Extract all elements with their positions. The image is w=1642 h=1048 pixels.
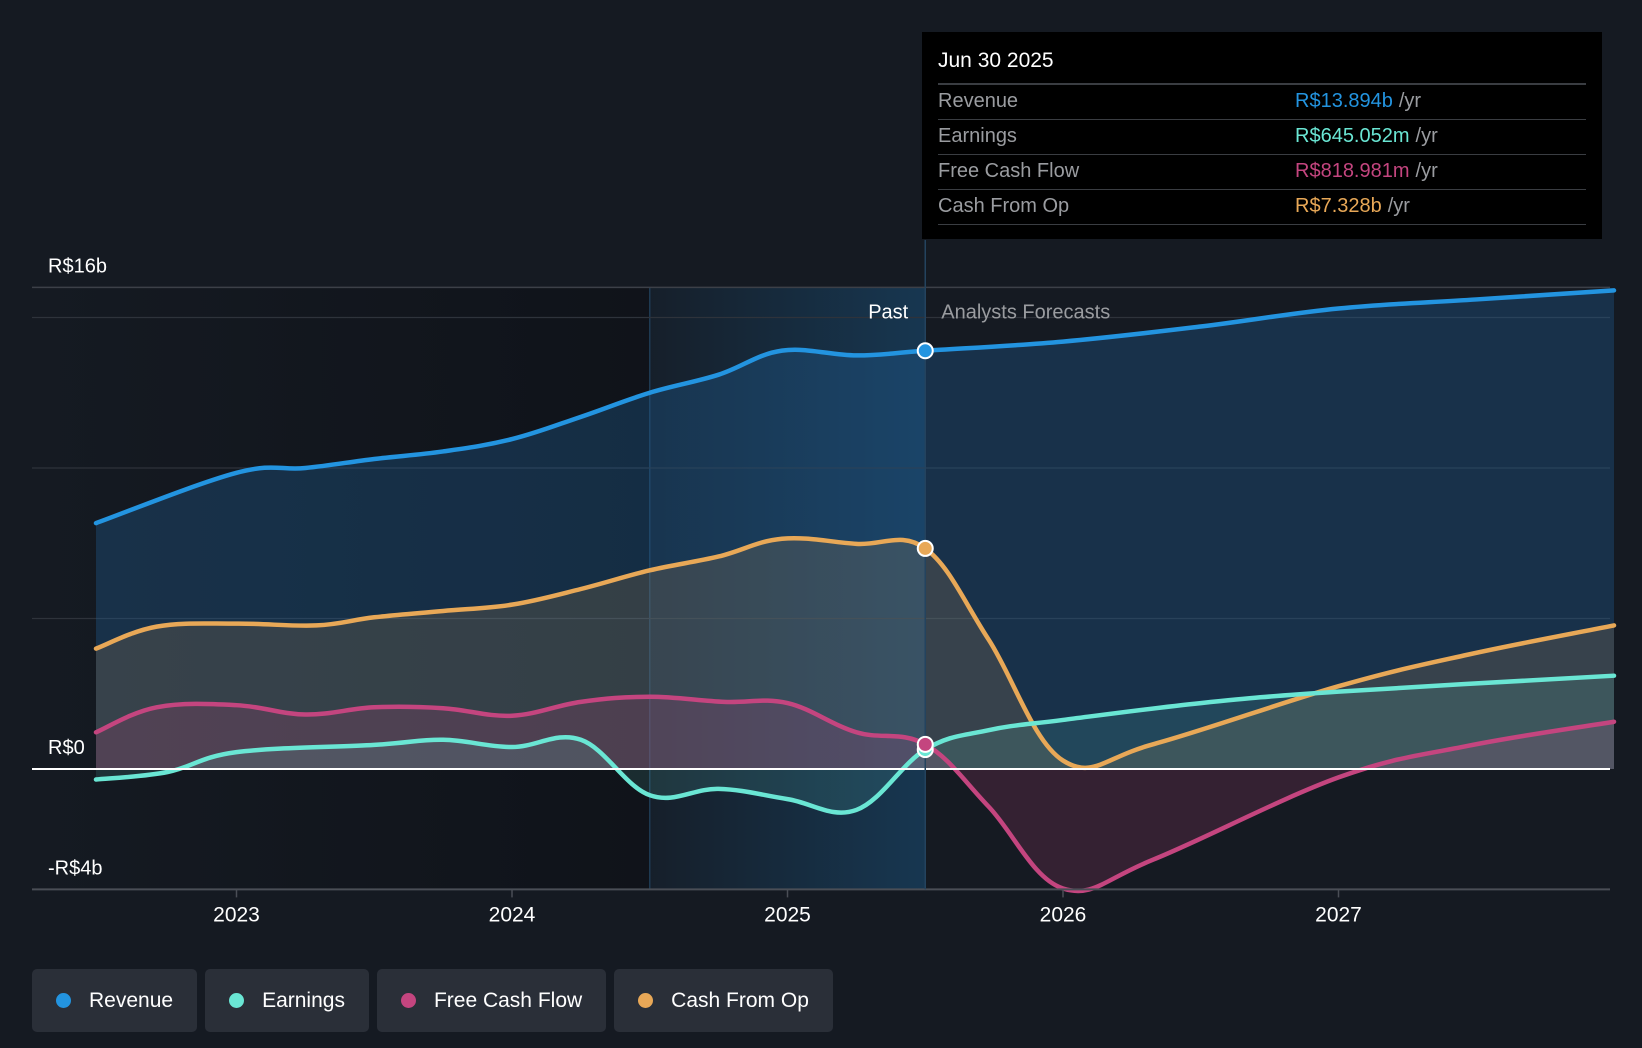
y-tick-label: R$0 bbox=[48, 737, 85, 759]
revenue-area bbox=[96, 290, 1615, 769]
forecast-label: Analysts Forecasts bbox=[941, 302, 1110, 324]
legend-label: Cash From Op bbox=[671, 988, 809, 1012]
cash-from-op-dot-icon bbox=[638, 993, 654, 1008]
tooltip: Jun 30 2025 Revenue R$13.894b /yr Earnin… bbox=[922, 32, 1602, 239]
tooltip-value: R$645.052m bbox=[1295, 125, 1410, 147]
earnings-line bbox=[93, 673, 1617, 815]
x-tick-label: 2025 bbox=[764, 903, 811, 926]
free-cash-flow-marker bbox=[916, 735, 934, 753]
x-tick-label: 2027 bbox=[1315, 903, 1362, 926]
cash-from-op-marker bbox=[916, 539, 934, 557]
free-cash-flow-line bbox=[93, 694, 1617, 894]
tooltip-unit: /yr bbox=[1398, 90, 1422, 112]
tooltip-unit: /yr bbox=[1387, 195, 1410, 217]
y-tick-label: R$16b bbox=[48, 255, 107, 277]
tooltip-value: R$13.894b bbox=[1295, 90, 1393, 112]
legend-label: Free Cash Flow bbox=[433, 988, 583, 1012]
legend: Revenue Earnings Free Cash Flow Cash Fro… bbox=[32, 969, 833, 1032]
x-tick-label: 2023 bbox=[213, 903, 260, 926]
earnings-area bbox=[96, 675, 1615, 813]
tooltip-value: R$818.981m bbox=[1295, 160, 1410, 182]
tooltip-label: Free Cash Flow bbox=[938, 160, 1080, 182]
revenue-dot-icon bbox=[56, 993, 71, 1008]
x-tick-label: 2026 bbox=[1040, 903, 1087, 926]
tooltip-row-revenue: Revenue R$13.894b /yr bbox=[938, 85, 1586, 120]
legend-label: Revenue bbox=[89, 988, 174, 1012]
x-tick-label: 2024 bbox=[489, 903, 536, 926]
tooltip-row-free-cash-flow: Free Cash Flow R$818.981m /yr bbox=[938, 155, 1586, 190]
legend-item-free-cash-flow[interactable]: Free Cash Flow bbox=[376, 969, 607, 1032]
legend-item-revenue[interactable]: Revenue bbox=[32, 969, 198, 1032]
tooltip-row-earnings: Earnings R$645.052m /yr bbox=[938, 120, 1586, 155]
tooltip-unit: /yr bbox=[1415, 125, 1438, 147]
tooltip-label: Cash From Op bbox=[938, 195, 1070, 217]
tooltip-value: R$7.328b bbox=[1295, 195, 1382, 217]
free-cash-flow-dot-icon bbox=[400, 993, 416, 1008]
history-band bbox=[32, 287, 650, 890]
tooltip-label: Revenue bbox=[938, 90, 1019, 112]
legend-label: Earnings bbox=[262, 988, 345, 1012]
tooltip-unit: /yr bbox=[1415, 160, 1438, 182]
tooltip-date: Jun 30 2025 bbox=[938, 46, 1586, 85]
tooltip-label: Earnings bbox=[938, 125, 1017, 147]
legend-item-cash-from-op[interactable]: Cash From Op bbox=[614, 969, 833, 1032]
legend-item-earnings[interactable]: Earnings bbox=[205, 969, 369, 1032]
cash-from-op-line bbox=[93, 536, 1617, 771]
y-tick-label: -R$4b bbox=[48, 857, 102, 879]
revenue-line bbox=[93, 288, 1617, 526]
past-label: Past bbox=[868, 302, 908, 324]
earnings-dot-icon bbox=[229, 993, 245, 1008]
tooltip-row-cash-from-op: Cash From Op R$7.328b /yr bbox=[938, 190, 1586, 225]
revenue-marker bbox=[916, 342, 934, 360]
past-highlight-band bbox=[649, 287, 926, 890]
